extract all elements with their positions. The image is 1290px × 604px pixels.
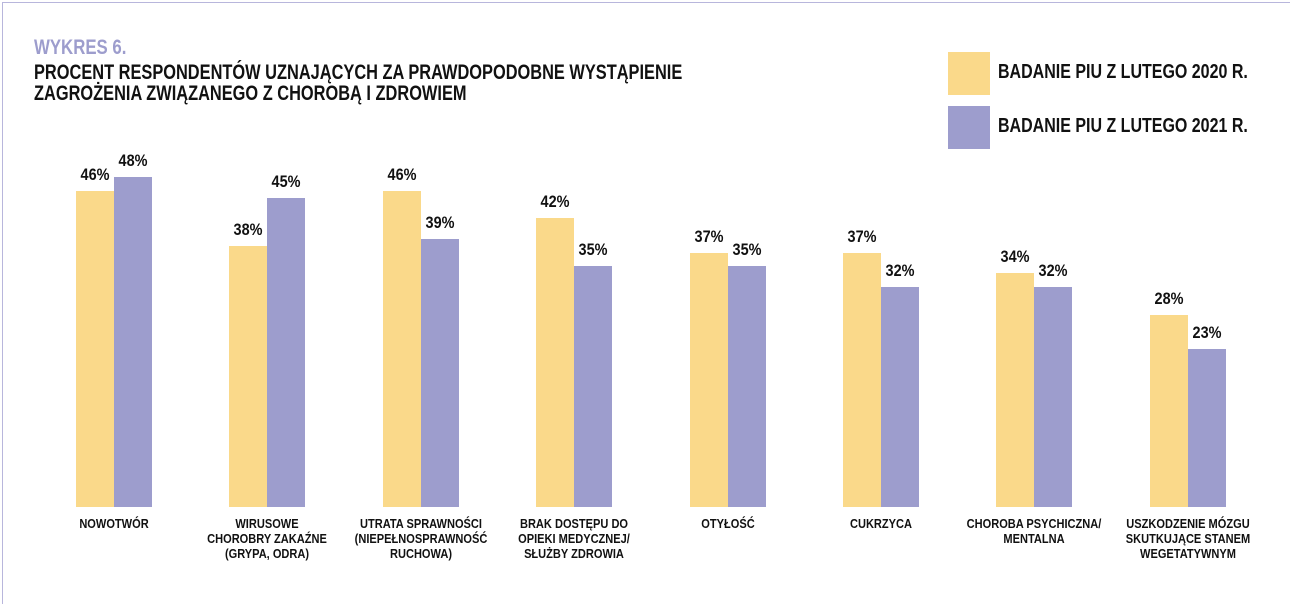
bar bbox=[536, 218, 575, 507]
bar bbox=[843, 252, 881, 507]
legend-label: BADANIE PIU Z LUTEGO 2021 R. bbox=[998, 115, 1248, 137]
value-label: 23% bbox=[1192, 322, 1222, 342]
bar bbox=[1187, 348, 1226, 507]
value-label: 37% bbox=[847, 226, 877, 246]
bar bbox=[727, 266, 766, 507]
x-tick-label: NOWOTWÓR bbox=[79, 516, 149, 531]
legend-label: BADANIE PIU Z LUTEGO 2020 R. bbox=[998, 61, 1248, 83]
x-tick-label: OTYŁOŚĆ bbox=[700, 516, 755, 531]
value-label: 35% bbox=[578, 240, 608, 260]
chart-label: WYKRES 6. bbox=[34, 36, 127, 59]
bar bbox=[1149, 314, 1188, 507]
x-tick-label: CUKRZYCA bbox=[849, 516, 912, 531]
bar bbox=[76, 190, 114, 507]
bar bbox=[1034, 287, 1073, 507]
x-tick-label: BRAK DOSTĘPU DO OPIEKI MEDYCZNEJ/ SŁUŻBY… bbox=[518, 516, 631, 561]
value-label: 48% bbox=[118, 151, 148, 170]
x-tick-label: CHOROBA PSYCHICZNA/ MENTALNA bbox=[967, 516, 1102, 546]
bar bbox=[382, 190, 421, 507]
value-label: 32% bbox=[885, 261, 915, 280]
value-label: 39% bbox=[425, 212, 455, 232]
bar bbox=[114, 177, 152, 507]
value-label: 46% bbox=[387, 164, 417, 184]
value-label: 35% bbox=[732, 240, 762, 260]
value-label: 37% bbox=[694, 226, 724, 246]
bar bbox=[267, 197, 306, 507]
bar bbox=[689, 252, 728, 507]
value-label: 32% bbox=[1038, 261, 1068, 280]
legend-swatch bbox=[948, 52, 990, 95]
legend-swatch bbox=[948, 106, 990, 149]
x-tick-label: UTRATA SPRAWNOŚCI (NIEPEŁNOSPRAWNOŚĆ RUC… bbox=[354, 516, 488, 561]
x-tick-label: WIRUSOWE CHOROBRY ZAKAŹNE (GRYPA, ODRA) bbox=[207, 516, 328, 561]
x-tick-label: USZKODZENIE MÓZGU SKUTKUJĄCE STANEM WEGE… bbox=[1125, 516, 1251, 561]
value-label: 34% bbox=[1000, 247, 1030, 267]
bar bbox=[574, 266, 613, 507]
bar bbox=[420, 238, 459, 507]
value-label: 42% bbox=[540, 192, 570, 212]
bar bbox=[996, 273, 1035, 507]
value-label: 38% bbox=[233, 219, 263, 239]
bar bbox=[881, 287, 919, 507]
value-label: 45% bbox=[271, 171, 301, 191]
value-label: 28% bbox=[1154, 288, 1184, 308]
value-label: 46% bbox=[80, 164, 110, 184]
chart-title: PROCENT RESPONDENTÓW UZNAJĄCYCH ZA PRAWD… bbox=[34, 61, 683, 105]
bar bbox=[229, 245, 268, 507]
